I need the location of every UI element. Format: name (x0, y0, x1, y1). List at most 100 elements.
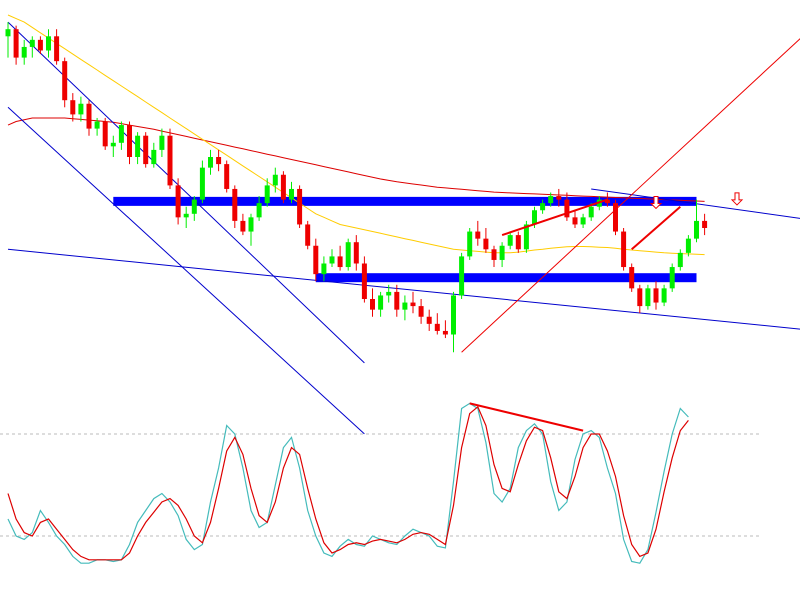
candle-body (491, 249, 497, 260)
candle-body (321, 263, 327, 275)
candle-body (604, 199, 610, 204)
candle-body (297, 188, 303, 225)
candle-body (483, 238, 489, 250)
candlesticks (5, 22, 708, 353)
candle-body (167, 135, 173, 186)
candle-body (345, 242, 351, 268)
candle-body (240, 220, 246, 232)
candle-body (110, 142, 116, 147)
candle-69 (564, 192, 570, 221)
candle-37 (305, 220, 311, 250)
candle-15 (127, 121, 132, 165)
channel-line-0 (7, 21, 365, 364)
candle-body (629, 267, 635, 289)
candle-43 (353, 235, 359, 271)
candle-body (224, 164, 230, 189)
candle-79 (645, 284, 651, 310)
zone-band-0 (113, 196, 697, 206)
candle-77 (629, 263, 635, 292)
trend-line-0 (461, 38, 800, 353)
oscillator-lines (7, 402, 689, 564)
oscillator-levels (0, 433, 760, 537)
candle-80 (653, 281, 659, 310)
channel-line-3 (591, 188, 800, 219)
down-arrows (649, 192, 744, 210)
candle-26 (216, 149, 222, 172)
candle-body (272, 174, 278, 186)
ma-fast-line (7, 14, 705, 256)
candle-40 (329, 249, 335, 268)
candle-56 (459, 252, 465, 299)
candle-body (70, 100, 76, 115)
channel-line-2 (7, 248, 800, 330)
candle-body (637, 288, 643, 307)
candle-body (572, 217, 578, 225)
support-resistance-zones (113, 196, 697, 283)
candle-body (199, 167, 205, 200)
candle-36 (297, 185, 303, 228)
candle-body (661, 288, 667, 303)
candle-body (208, 157, 213, 168)
candle-66 (540, 199, 546, 214)
candle-32 (264, 178, 270, 207)
candle-body (86, 103, 92, 129)
candle-body (507, 235, 513, 246)
candle-61 (499, 242, 505, 268)
candle-body (37, 39, 43, 51)
candle-body (313, 245, 319, 275)
channel-line-1 (7, 106, 365, 435)
candle-85 (694, 199, 699, 243)
candle-body (54, 36, 60, 62)
candle-body (280, 174, 286, 200)
channel-lines (7, 21, 800, 435)
candle-body (621, 231, 627, 268)
candle-body (459, 256, 465, 296)
candle-62 (507, 231, 513, 250)
candle-body (418, 306, 424, 317)
candle-body (232, 188, 238, 221)
candle-body (402, 302, 408, 310)
candle-body (337, 256, 343, 268)
candle-body (394, 291, 400, 310)
candle-6 (54, 29, 60, 65)
candle-body (183, 213, 189, 218)
candle-1 (13, 25, 19, 65)
candle-body (426, 316, 432, 324)
moving-averages (7, 14, 705, 256)
candle-body (256, 203, 262, 218)
candle-57 (467, 228, 473, 260)
candle-82 (669, 263, 675, 292)
candle-78 (637, 284, 643, 314)
candle-39 (321, 256, 327, 282)
down-arrow-icon (730, 192, 744, 206)
candle-46 (378, 291, 384, 317)
candle-50 (410, 291, 416, 314)
candle-body (685, 238, 691, 253)
candle-83 (677, 249, 683, 271)
candle-body (118, 125, 124, 143)
ma-slow-line (7, 117, 705, 202)
candle-body (159, 135, 165, 150)
candle-12 (102, 117, 108, 150)
candle-25 (208, 149, 213, 175)
candle-body (21, 46, 27, 58)
candle-body (248, 217, 254, 232)
candle-body (361, 263, 367, 299)
candle-body (151, 149, 157, 165)
candle-4 (37, 36, 43, 55)
candle-33 (272, 167, 278, 193)
candle-body (143, 135, 149, 165)
candle-body (289, 188, 294, 200)
candle-18 (151, 142, 157, 168)
candle-86 (702, 213, 708, 236)
candle-16 (135, 132, 141, 165)
candle-19 (159, 128, 165, 157)
candle-38 (313, 238, 319, 282)
divergence-line (469, 402, 584, 432)
candle-59 (483, 228, 489, 253)
candle-body (564, 199, 570, 218)
candle-3 (29, 36, 35, 58)
candle-body (677, 252, 683, 268)
candle-body (451, 295, 456, 335)
candle-body (135, 135, 141, 157)
